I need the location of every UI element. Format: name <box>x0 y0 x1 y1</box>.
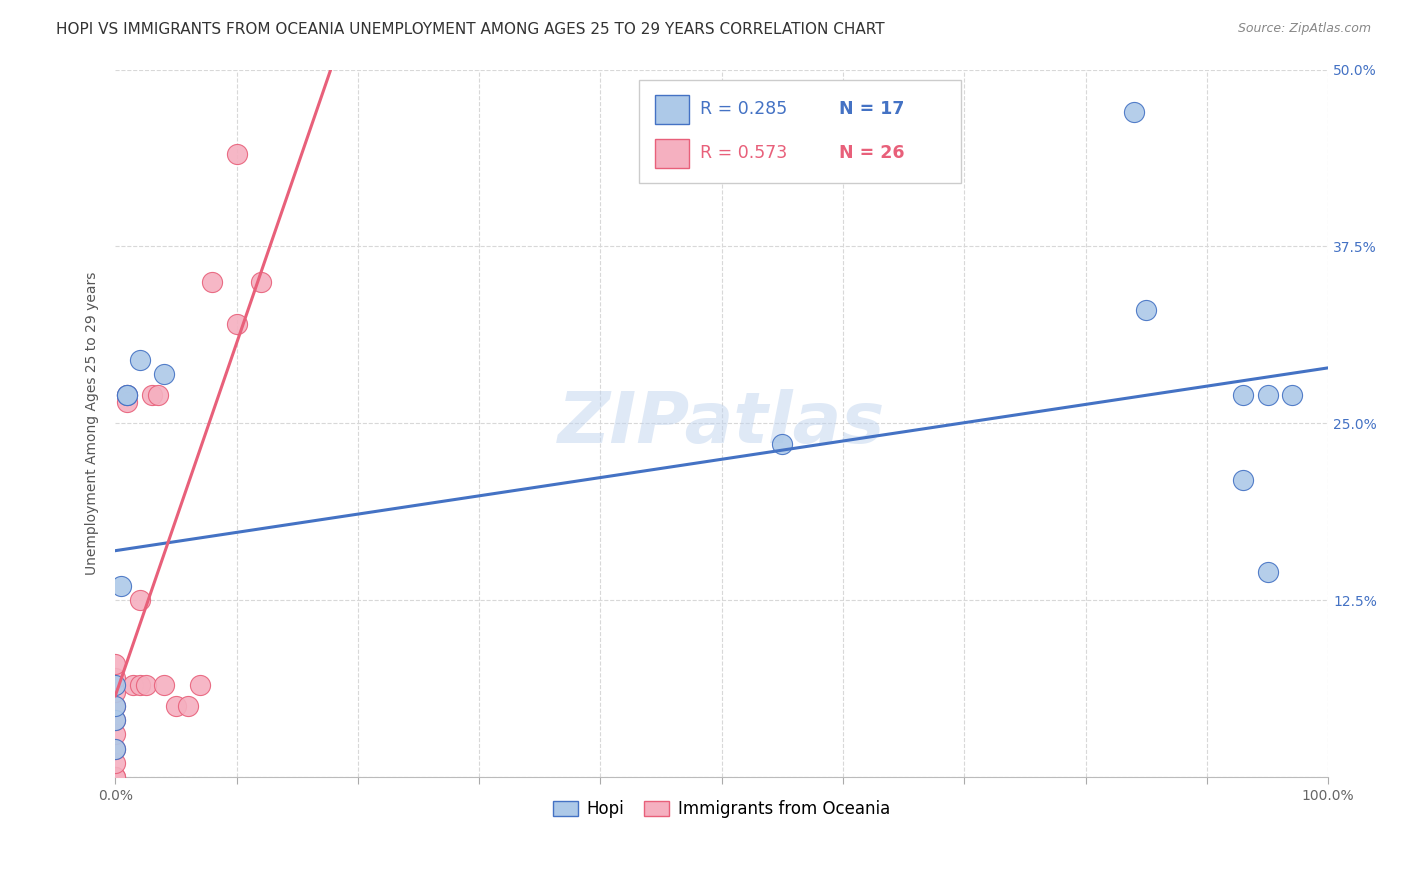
Point <box>177 699 200 714</box>
Point <box>117 388 139 402</box>
Point <box>146 388 169 402</box>
Point <box>1135 303 1157 318</box>
Point <box>104 756 127 770</box>
Point <box>1257 388 1279 402</box>
Legend: Hopi, Immigrants from Oceania: Hopi, Immigrants from Oceania <box>547 794 897 825</box>
Point <box>188 678 211 692</box>
Point <box>165 699 187 714</box>
Point <box>104 741 127 756</box>
Point <box>141 388 163 402</box>
Text: HOPI VS IMMIGRANTS FROM OCEANIA UNEMPLOYMENT AMONG AGES 25 TO 29 YEARS CORRELATI: HOPI VS IMMIGRANTS FROM OCEANIA UNEMPLOY… <box>56 22 884 37</box>
Point <box>225 317 247 331</box>
Text: N = 26: N = 26 <box>839 145 905 162</box>
Point <box>250 275 273 289</box>
Point <box>104 685 127 699</box>
Point <box>104 713 127 727</box>
Text: R = 0.285: R = 0.285 <box>700 101 787 119</box>
Point <box>104 770 127 784</box>
Point <box>128 678 150 692</box>
Point <box>225 147 247 161</box>
Point <box>117 388 139 402</box>
Point <box>201 275 224 289</box>
Point <box>104 727 127 741</box>
Point <box>117 388 139 402</box>
Point <box>104 713 127 727</box>
Point <box>770 437 793 451</box>
FancyBboxPatch shape <box>655 95 689 124</box>
FancyBboxPatch shape <box>655 139 689 168</box>
Text: ZIPatlas: ZIPatlas <box>558 389 886 458</box>
Text: N = 17: N = 17 <box>839 101 905 119</box>
Point <box>152 367 174 381</box>
Point <box>104 699 127 714</box>
Point <box>122 678 145 692</box>
Point <box>1232 388 1254 402</box>
Point <box>104 770 127 784</box>
Point <box>104 671 127 685</box>
Y-axis label: Unemployment Among Ages 25 to 29 years: Unemployment Among Ages 25 to 29 years <box>86 271 100 575</box>
Point <box>1257 565 1279 579</box>
Point <box>135 678 157 692</box>
Point <box>104 699 127 714</box>
Point <box>104 741 127 756</box>
Text: R = 0.573: R = 0.573 <box>700 145 787 162</box>
Point <box>104 678 127 692</box>
Point <box>110 579 132 593</box>
Point <box>1123 105 1146 120</box>
Point <box>128 352 150 367</box>
Point <box>128 593 150 607</box>
Point <box>1281 388 1303 402</box>
Point <box>117 395 139 409</box>
Point <box>1232 473 1254 487</box>
Text: Source: ZipAtlas.com: Source: ZipAtlas.com <box>1237 22 1371 36</box>
FancyBboxPatch shape <box>640 80 960 183</box>
Point <box>104 657 127 671</box>
Point <box>152 678 174 692</box>
